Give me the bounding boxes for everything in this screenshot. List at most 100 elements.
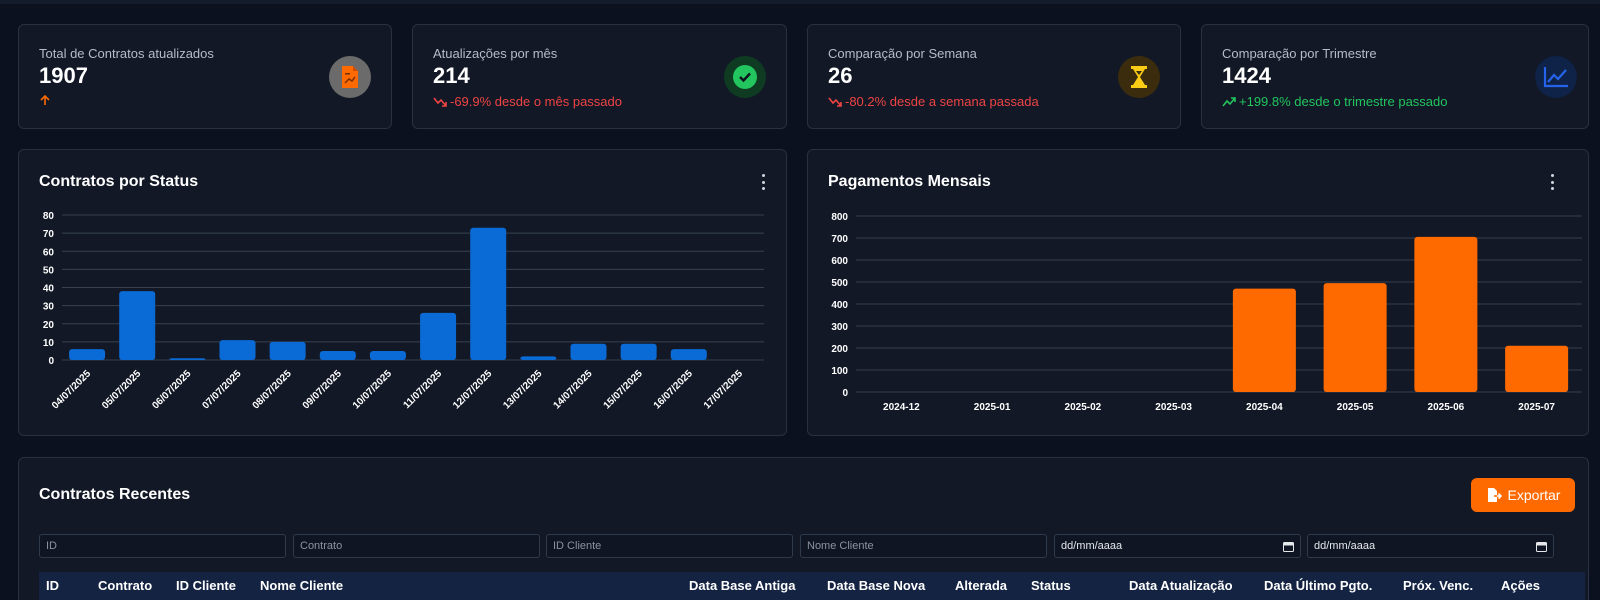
- trending-down-icon: [828, 97, 842, 107]
- column-header-nome-cliente[interactable]: Nome Cliente: [260, 578, 344, 593]
- column-header-id-cliente[interactable]: ID Cliente: [176, 578, 236, 593]
- filter-nome-cliente-input[interactable]: Nome Cliente: [800, 534, 1047, 558]
- filter-date-start-input[interactable]: dd/mm/aaaa: [1054, 534, 1301, 558]
- bar[interactable]: [520, 356, 557, 360]
- trending-down-icon: [433, 97, 447, 107]
- stat-trend: -69.9% desde o mês passado: [433, 94, 622, 109]
- y-tick-label: 400: [831, 300, 848, 311]
- bar[interactable]: [670, 349, 707, 360]
- filter-id-input[interactable]: ID: [39, 534, 286, 558]
- bar[interactable]: [319, 350, 356, 360]
- check-circle-icon: [724, 56, 766, 98]
- bar[interactable]: [470, 227, 507, 360]
- chart-pagamentos-mensais: 0 100 200 300 400 500 600 700 800 2024-12 2025-01 2…: [831, 212, 1582, 413]
- x-tick-label: 17/07/2025: [702, 368, 745, 411]
- column-header-data-ultimo-pgto[interactable]: Data Último Pgto.: [1264, 578, 1373, 593]
- y-tick-label: 600: [831, 256, 848, 267]
- x-tick-label: 13/07/2025: [501, 368, 544, 411]
- bar[interactable]: [369, 350, 406, 360]
- x-tick-label: 07/07/2025: [200, 368, 243, 411]
- x-tick-label: 10/07/2025: [351, 368, 394, 411]
- stat-value: 214: [433, 63, 470, 88]
- x-tick-label: 2025-02: [1065, 402, 1102, 413]
- calendar-icon[interactable]: [1283, 541, 1294, 552]
- bar[interactable]: [420, 312, 457, 360]
- column-header-id[interactable]: ID: [46, 578, 59, 593]
- y-tick-label: 0: [48, 356, 54, 367]
- y-tick-label: 800: [831, 212, 848, 223]
- document-chart-icon: [329, 56, 371, 98]
- chart-title: Contratos por Status: [39, 173, 199, 190]
- column-header-data-base-nova[interactable]: Data Base Nova: [827, 578, 926, 593]
- chart-contratos-status: 0 10 20 30 40 50 60 70 80 04/07/2025 05/07/2025 06/…: [43, 211, 764, 412]
- chart-card-contratos-status: Contratos por Status 0 10 20 30 40 50 60 70 80 04…: [18, 149, 787, 436]
- file-export-icon: [1487, 488, 1502, 502]
- y-tick-label: 20: [43, 320, 55, 331]
- bar[interactable]: [69, 349, 106, 360]
- x-tick-label: 16/07/2025: [652, 368, 695, 411]
- stat-trend-text: -80.2% desde a semana passada: [845, 94, 1039, 109]
- top-bar: [0, 0, 1600, 4]
- stat-label: Comparação por Trimestre: [1222, 46, 1377, 61]
- bar[interactable]: [1414, 236, 1478, 392]
- line-chart-icon: [1535, 56, 1577, 98]
- more-options-icon[interactable]: [1546, 174, 1558, 190]
- filter-id-cliente-input[interactable]: ID Cliente: [546, 534, 793, 558]
- more-options-icon[interactable]: [757, 174, 769, 190]
- y-tick-label: 70: [43, 229, 55, 240]
- y-tick-label: 200: [831, 344, 848, 355]
- export-label: Exportar: [1507, 487, 1561, 503]
- calendar-icon[interactable]: [1536, 541, 1547, 552]
- bar[interactable]: [169, 358, 206, 360]
- y-tick-label: 700: [831, 234, 848, 245]
- stat-trend: +199.8% desde o trimestre passado: [1222, 94, 1448, 109]
- column-header-alterada[interactable]: Alterada: [955, 578, 1008, 593]
- x-tick-label: 08/07/2025: [251, 368, 294, 411]
- y-tick-label: 100: [831, 366, 848, 377]
- stat-card-total-contratos: Total de Contratos atualizados 1907: [18, 24, 392, 129]
- column-header-data-atualizacao[interactable]: Data Atualização: [1129, 578, 1233, 593]
- stat-label: Comparação por Semana: [828, 46, 977, 61]
- y-tick-label: 60: [43, 247, 55, 258]
- column-header-contrato[interactable]: Contrato: [98, 578, 153, 593]
- export-button[interactable]: Exportar: [1471, 478, 1575, 512]
- column-header-data-base-antiga[interactable]: Data Base Antiga: [689, 578, 796, 593]
- hourglass-icon: [1118, 56, 1160, 98]
- x-tick-label: 12/07/2025: [451, 368, 494, 411]
- x-tick-label: 09/07/2025: [301, 368, 344, 411]
- stat-value: 26: [828, 63, 853, 88]
- stat-card-comparacao-semana: Comparação por Semana 26 -80.2% desde a …: [807, 24, 1181, 129]
- stat-label: Atualizações por mês: [433, 46, 558, 61]
- bar[interactable]: [1323, 283, 1387, 392]
- bar[interactable]: [119, 291, 156, 360]
- bar[interactable]: [219, 340, 256, 360]
- filter-date-end-input[interactable]: dd/mm/aaaa: [1307, 534, 1554, 558]
- x-tick-label: 05/07/2025: [100, 368, 143, 411]
- stat-value: 1424: [1222, 63, 1271, 88]
- y-tick-label: 30: [43, 302, 55, 313]
- chart-card-pagamentos-mensais: Pagamentos Mensais 0 100 200 300 400 500 600 70…: [807, 149, 1589, 436]
- bar[interactable]: [1232, 288, 1296, 392]
- column-header-status[interactable]: Status: [1031, 578, 1071, 593]
- bar[interactable]: [1505, 345, 1569, 392]
- y-tick-label: 50: [43, 265, 55, 276]
- bar[interactable]: [570, 343, 607, 360]
- x-tick-label: 2025-05: [1337, 402, 1374, 413]
- x-tick-label: 2025-04: [1246, 402, 1283, 413]
- filter-contrato-input[interactable]: Contrato: [293, 534, 540, 558]
- column-header-prox-venc[interactable]: Próx. Venc.: [1403, 578, 1474, 593]
- x-tick-label: 04/07/2025: [50, 368, 93, 411]
- y-tick-label: 0: [842, 388, 848, 399]
- stat-trend: [39, 94, 54, 106]
- x-tick-label: 11/07/2025: [401, 368, 444, 411]
- bar[interactable]: [269, 341, 306, 360]
- arrow-up-icon: [40, 94, 50, 105]
- stat-trend-text: -69.9% desde o mês passado: [450, 94, 622, 109]
- stat-trend-text: +199.8% desde o trimestre passado: [1239, 94, 1448, 109]
- trending-up-icon: [1222, 96, 1236, 106]
- column-header-acoes[interactable]: Ações: [1501, 578, 1541, 593]
- x-tick-label: 15/07/2025: [602, 368, 645, 411]
- bar[interactable]: [620, 343, 657, 360]
- x-tick-label: 2025-01: [974, 402, 1011, 413]
- chart-title: Pagamentos Mensais: [828, 173, 991, 190]
